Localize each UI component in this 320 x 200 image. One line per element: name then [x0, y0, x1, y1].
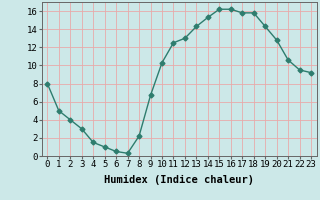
- X-axis label: Humidex (Indice chaleur): Humidex (Indice chaleur): [104, 175, 254, 185]
